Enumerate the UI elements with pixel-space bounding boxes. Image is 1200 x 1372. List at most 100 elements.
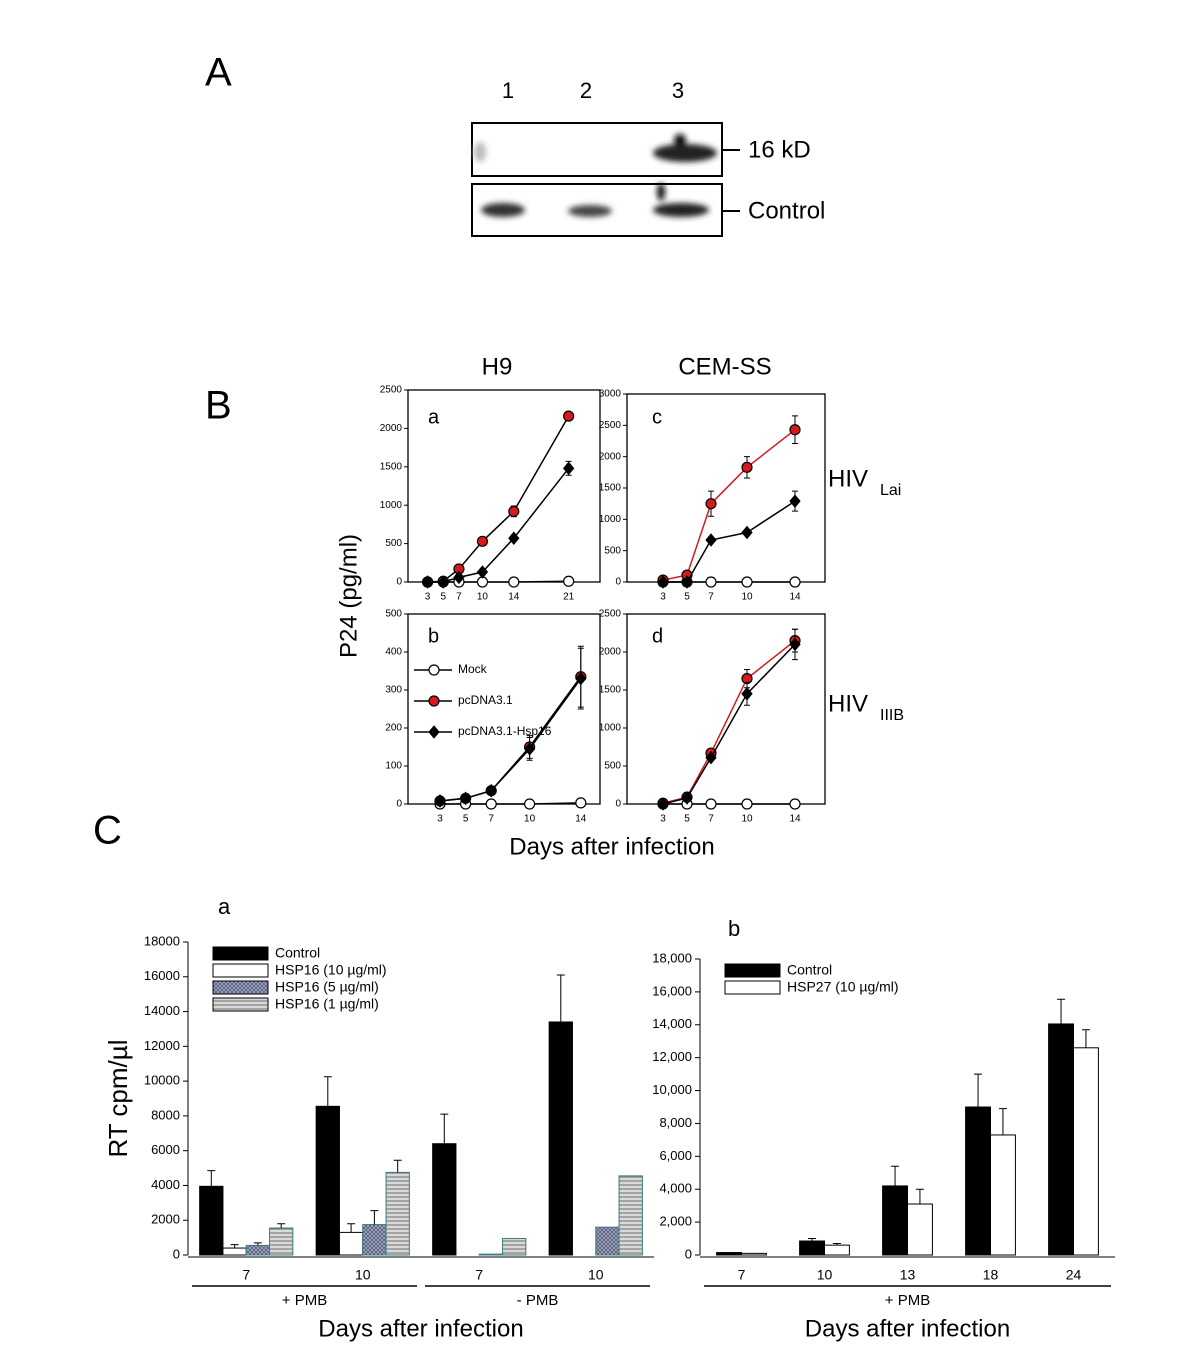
x-tick-label: 7 (242, 1267, 250, 1283)
legend-label: HSP27 (10 µg/ml) (787, 979, 899, 995)
y-tick-label: 400 (385, 647, 402, 658)
error-bar (253, 1242, 262, 1246)
x-tick-label: 7 (456, 592, 462, 603)
data-point (789, 424, 801, 436)
data-point (563, 575, 575, 587)
legend-label: Mock (458, 662, 488, 676)
bar (799, 1240, 825, 1256)
data-point (563, 461, 575, 476)
column-title: CEM-SS (678, 353, 771, 380)
y-tick-label: 2,000 (659, 1214, 692, 1229)
y-tick-label: 1000 (599, 514, 622, 525)
x-tick-label: 3 (660, 592, 666, 603)
panel-letter: a (218, 894, 231, 919)
y-tick-label: 8000 (151, 1107, 180, 1122)
row-label: HIV (828, 690, 868, 717)
legend-swatch (212, 963, 269, 978)
panel-label: B (205, 384, 232, 428)
y-tick-label: 0 (396, 577, 402, 588)
error-bar (440, 1113, 449, 1144)
bar (741, 1252, 767, 1256)
legend-swatch (212, 980, 269, 995)
bar (385, 1171, 410, 1256)
x-tick-label: 5 (684, 592, 690, 603)
series-line (662, 643, 796, 805)
legend-marker (428, 695, 440, 707)
data-point (476, 565, 489, 579)
data-point (485, 783, 497, 798)
bar (245, 1244, 271, 1256)
y-tick-label: 6,000 (659, 1148, 692, 1163)
band-label: 16 kD (748, 136, 811, 163)
data-point (485, 798, 497, 810)
error-bar (808, 1238, 817, 1242)
legend-label: Control (275, 945, 320, 961)
bar (338, 1231, 364, 1256)
panel-letter: b (728, 916, 740, 941)
y-tick-label: 12000 (144, 1038, 180, 1053)
legend-marker (428, 725, 440, 739)
data-point (741, 798, 753, 810)
y-tick-label: 14,000 (652, 1016, 692, 1031)
data-point (789, 637, 801, 652)
data-point (741, 687, 753, 701)
column-title: H9 (482, 353, 513, 380)
legend-swatch (724, 963, 781, 978)
row-label-subscript: IIIB (880, 707, 904, 724)
error-bar (1057, 998, 1066, 1024)
data-point (421, 575, 434, 589)
series-line (427, 467, 570, 583)
y-tick-label: 16,000 (652, 983, 692, 998)
error-bar (974, 1073, 983, 1107)
data-point (705, 533, 717, 547)
data-point (575, 797, 587, 809)
panel-letter: d (652, 625, 663, 647)
y-tick-label: 300 (385, 685, 402, 696)
x-tick-label: 7 (488, 814, 494, 825)
x-tick-label: 10 (477, 592, 489, 603)
bar (222, 1247, 247, 1256)
x-tick-label: 24 (1066, 1267, 1082, 1283)
y-tick-label: 4,000 (659, 1181, 692, 1196)
legend-swatch (724, 980, 781, 995)
y-tick-label: 3000 (599, 389, 622, 400)
lane-label: 2 (580, 78, 592, 103)
y-tick-label: 6000 (151, 1142, 180, 1157)
row-label-subscript: Lai (880, 482, 901, 499)
error-bar (370, 1210, 379, 1225)
data-point (789, 576, 801, 588)
data-point (575, 671, 587, 686)
data-point (563, 410, 575, 422)
bar (362, 1224, 387, 1256)
bar (432, 1143, 457, 1256)
bar (716, 1252, 742, 1256)
y-tick-label: 2500 (380, 385, 403, 396)
y-tick-label: 2000 (151, 1212, 180, 1227)
bar (478, 1253, 504, 1256)
data-point (681, 575, 693, 589)
x-tick-label: 14 (575, 814, 587, 825)
y-tick-label: 500 (604, 545, 621, 556)
x-tick-label: 10 (524, 814, 536, 825)
error-bar (230, 1244, 239, 1249)
legend-swatch (212, 997, 269, 1012)
x-tick-label: 5 (684, 814, 690, 825)
error-bar (323, 1076, 332, 1107)
data-point (459, 791, 472, 806)
error-bar (347, 1223, 356, 1233)
error-bar (207, 1170, 216, 1187)
y-tick-label: 18000 (144, 933, 180, 948)
bar (502, 1237, 527, 1256)
data-point (741, 461, 753, 473)
bar (990, 1134, 1016, 1256)
legend-label: pcDNA3.1 (458, 693, 513, 707)
y-tick-label: 0 (615, 799, 621, 810)
x-tick-label: 10 (741, 814, 753, 825)
x-tick-label: 5 (440, 592, 446, 603)
y-tick-label: 100 (385, 761, 402, 772)
y-tick-label: 1000 (599, 723, 622, 734)
x-tick-label: 7 (708, 592, 714, 603)
bar (199, 1185, 224, 1256)
data-point (705, 576, 717, 588)
